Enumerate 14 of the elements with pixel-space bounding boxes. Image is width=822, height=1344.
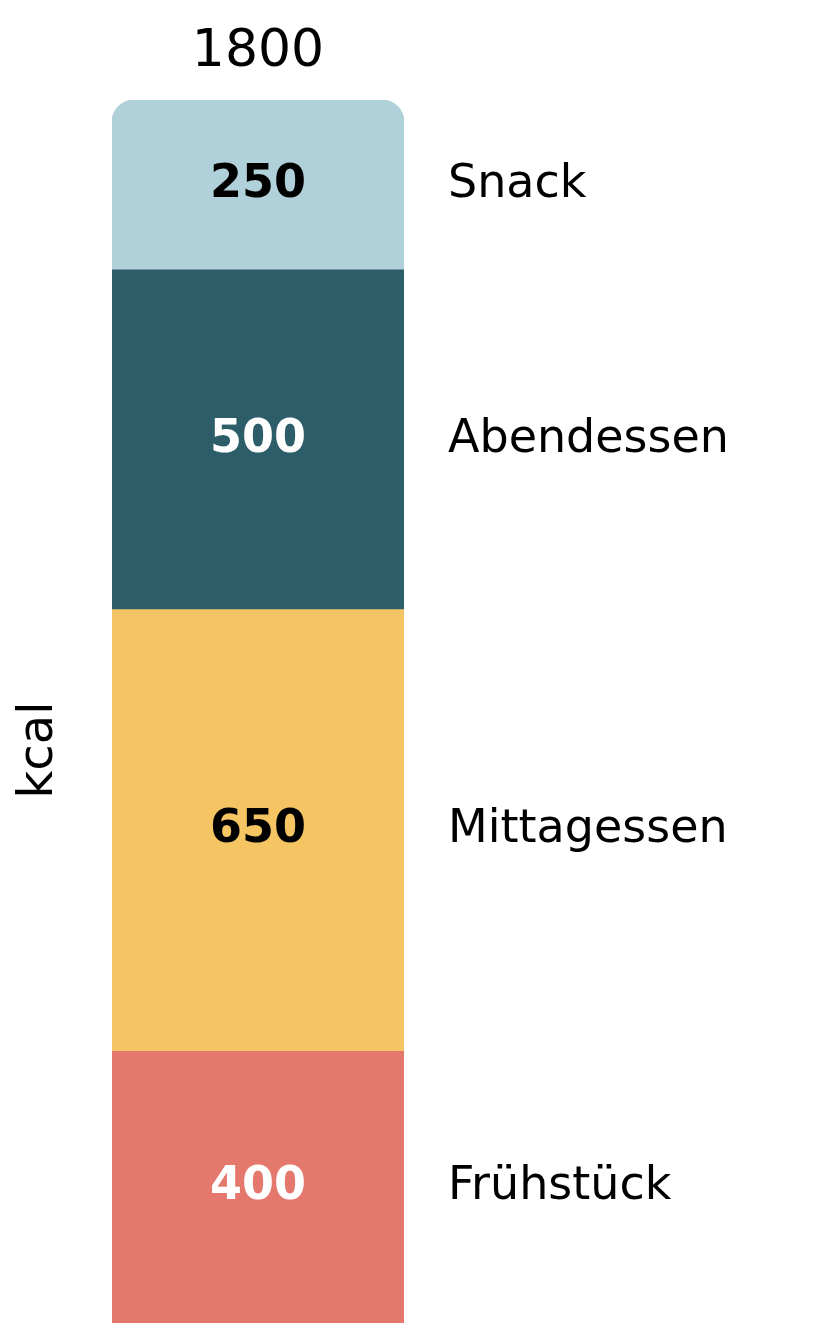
series-label: Frühstück [448,1156,672,1211]
total-label: 1800 [191,17,325,78]
data-label: 650 [209,799,307,854]
bar [112,609,404,1052]
bar [112,1050,404,1323]
data-label: 400 [209,1156,307,1211]
series-label: Mittagessen [448,799,728,854]
data-label: 500 [209,408,307,463]
series-label: Snack [448,153,587,208]
series-label: Abendessen [448,408,730,463]
data-label: 250 [209,153,307,208]
bar [112,269,404,610]
bar [112,100,404,271]
y-axis-title: kcal [7,701,64,799]
